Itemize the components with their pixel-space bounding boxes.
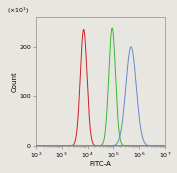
Text: $(\times10^1)$: $(\times10^1)$	[7, 6, 30, 16]
X-axis label: FITC-A: FITC-A	[90, 161, 111, 167]
Y-axis label: Count: Count	[12, 71, 18, 92]
